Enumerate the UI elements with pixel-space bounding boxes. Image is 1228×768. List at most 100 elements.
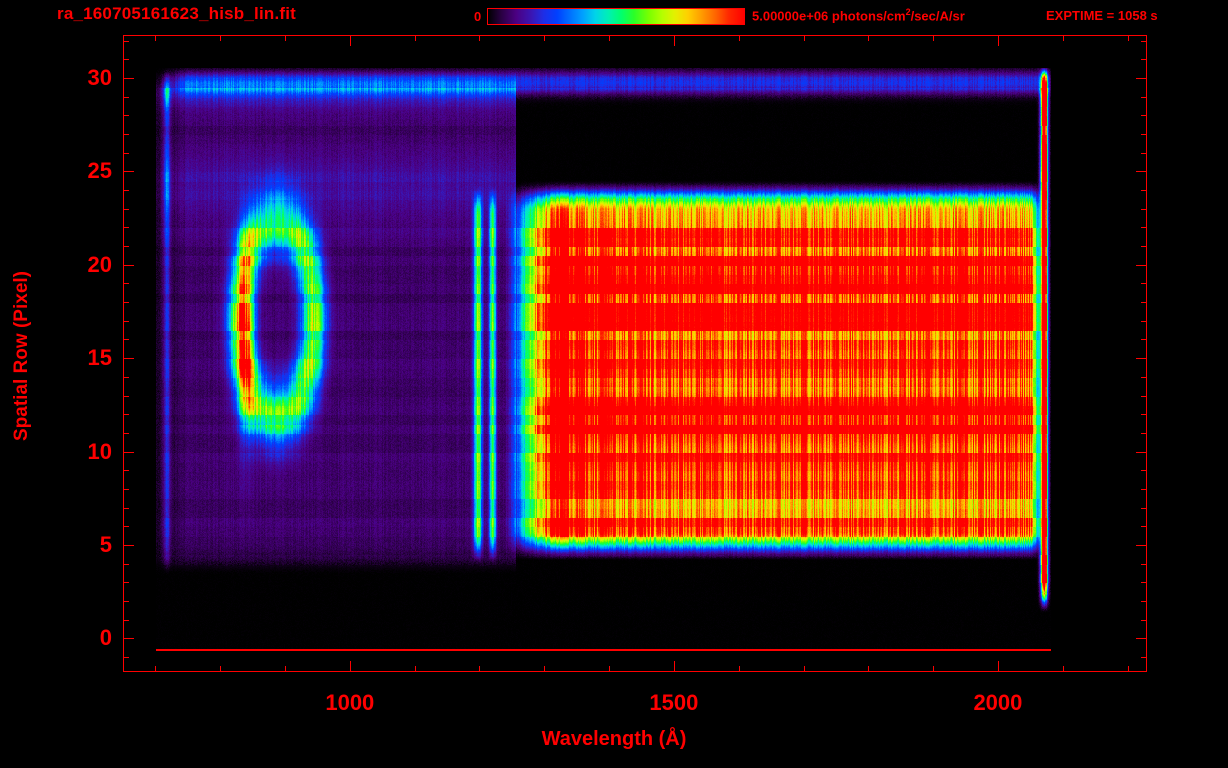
axis-tick [1141,208,1147,210]
x-tick-label: 1500 [649,690,699,715]
page-title: ra_160705161623_hisb_lin.fit [57,4,297,23]
axis-tick [123,395,129,397]
axis-tick [997,35,999,46]
axis-tick [1141,134,1147,135]
axis-tick [123,526,129,528]
axis-tick [1136,638,1147,640]
axis-tick [1141,395,1147,397]
axis-tick [1141,376,1147,378]
axis-tick [1141,115,1147,117]
axis-tick [123,657,129,659]
axis-tick [123,320,129,322]
axis-tick [1141,227,1147,229]
axis-tick [349,661,351,672]
axis-tick [285,35,287,41]
axis-tick [123,619,129,621]
axis-tick [933,35,935,41]
axis-tick [123,283,129,285]
axis-tick [123,470,129,472]
axis-tick [1141,582,1147,584]
axis-tick [123,507,129,509]
spectral-heatmap-image [124,36,1146,671]
axis-tick [220,35,222,41]
x-tick-label: 1000 [325,690,375,715]
axis-tick [1141,246,1147,248]
axis-tick [123,601,129,602]
y-tick-label: 10 [87,438,112,464]
axis-tick [1141,432,1147,434]
axis-tick [414,666,416,672]
axis-tick [1141,190,1147,192]
axis-tick [997,661,999,672]
axis-tick [479,666,481,672]
axis-tick [738,666,740,672]
axis-tick [1141,601,1147,602]
axis-tick [933,666,935,672]
axis-tick [123,96,129,98]
axis-tick [123,638,134,640]
axis-tick [285,666,287,672]
axis-tick [123,246,129,248]
axis-tick [609,35,611,41]
axis-tick [123,563,129,565]
axis-tick [123,190,129,192]
axis-tick [544,666,546,672]
axis-tick [1136,544,1147,546]
axis-tick [123,77,134,79]
axis-tick [609,666,611,672]
axis-tick [1141,302,1147,304]
axis-tick [803,35,805,41]
axis-tick [544,35,546,41]
axis-tick [803,666,805,672]
axis-tick [123,134,129,135]
axis-tick [868,666,870,672]
axis-tick [1141,563,1147,565]
axis-tick [868,35,870,41]
axis-tick [1141,152,1147,154]
axis-tick [1141,339,1147,341]
y-tick-label: 15 [87,345,112,371]
axis-tick [123,358,134,360]
axis-tick [220,666,222,672]
axis-tick [1062,666,1064,672]
axis-tick [1141,619,1147,621]
colorbar-units-suffix: /sec/A/sr [910,8,965,24]
x-tick-label: 2000 [973,690,1023,715]
colorbar-units-prefix: photons/cm [831,8,906,24]
axis-tick [123,544,134,546]
axis-tick [123,208,129,210]
axis-tick [123,115,129,117]
axis-tick [479,35,481,41]
axis-tick [1141,488,1147,490]
colorbar-units-exponent: 2 [905,7,911,17]
axis-tick [1136,77,1147,79]
axis-tick [1141,40,1147,42]
axis-tick [673,35,675,46]
y-tick-label: 5 [99,531,112,557]
axis-tick [1141,507,1147,509]
axis-tick [123,451,134,453]
colorbar [487,8,745,25]
y-tick-label: 0 [99,625,112,651]
axis-tick [123,59,129,61]
x-axis-title: Wavelength (Å) [541,728,687,750]
axis-tick [673,661,675,672]
axis-tick [1136,451,1147,453]
axis-tick [1141,526,1147,528]
axis-tick [1127,35,1129,41]
exptime-label: EXPTIME = 1058 s [1046,8,1158,23]
axis-tick [123,376,129,378]
axis-tick [1141,59,1147,61]
axis-tick [1141,320,1147,322]
axis-tick [123,339,129,341]
axis-tick [738,35,740,41]
axis-tick [123,582,129,584]
colorbar-min-label: 0 [474,9,482,24]
axis-tick [1127,666,1129,672]
axis-tick [1136,358,1147,360]
plot-area [123,35,1147,672]
axis-tick [155,35,157,41]
axis-tick [123,302,129,304]
axis-tick [123,414,129,416]
